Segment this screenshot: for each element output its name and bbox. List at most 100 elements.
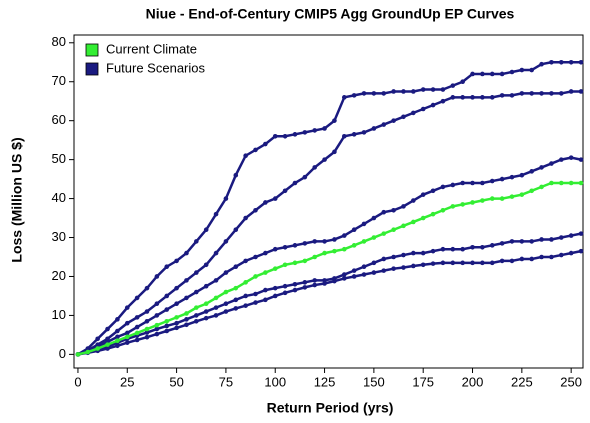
data-point xyxy=(401,223,406,229)
data-point xyxy=(509,174,515,180)
data-point xyxy=(203,315,209,321)
data-point xyxy=(361,130,367,135)
x-tick-label: 150 xyxy=(363,374,385,389)
data-point xyxy=(253,274,258,279)
data-point xyxy=(213,211,219,217)
data-point xyxy=(203,283,209,289)
data-point xyxy=(450,83,456,88)
data-point xyxy=(519,172,525,178)
data-point xyxy=(124,320,130,326)
data-point xyxy=(489,196,495,201)
data-point xyxy=(430,211,436,217)
data-point xyxy=(499,71,505,77)
series-line xyxy=(77,156,582,356)
data-point xyxy=(480,180,485,186)
data-point xyxy=(489,178,495,184)
data-point xyxy=(302,258,308,264)
x-tick-label: 50 xyxy=(169,374,183,389)
data-point xyxy=(470,200,475,205)
series-line xyxy=(77,181,582,356)
data-point xyxy=(282,283,288,289)
series-line xyxy=(77,249,582,356)
data-point xyxy=(420,192,426,197)
data-point xyxy=(539,61,544,67)
data-point xyxy=(440,87,446,92)
data-point xyxy=(233,227,239,233)
data-point xyxy=(144,309,150,314)
y-tick-label: 20 xyxy=(52,268,66,283)
data-point xyxy=(341,272,347,277)
data-point xyxy=(371,270,377,275)
data-point xyxy=(292,287,298,293)
data-point xyxy=(154,322,160,328)
data-point xyxy=(154,331,160,337)
data-point xyxy=(450,204,456,209)
data-point xyxy=(272,196,278,201)
data-point xyxy=(450,182,456,188)
data-point xyxy=(381,122,387,127)
data-point xyxy=(450,246,456,252)
data-point xyxy=(499,176,505,182)
data-point xyxy=(253,300,258,305)
data-point xyxy=(420,262,426,268)
data-point xyxy=(420,250,426,256)
data-point xyxy=(233,285,239,291)
data-point xyxy=(480,95,485,100)
data-point xyxy=(450,260,456,266)
data-point xyxy=(381,91,387,96)
data-point xyxy=(568,250,574,256)
data-point xyxy=(253,291,258,297)
data-point xyxy=(322,281,327,286)
data-point xyxy=(194,305,199,310)
series-line xyxy=(77,61,582,356)
data-point xyxy=(115,343,120,349)
y-axis-label: Loss (Million US $) xyxy=(9,137,25,262)
data-point xyxy=(529,169,535,174)
data-point xyxy=(302,285,308,290)
data-point xyxy=(391,254,396,260)
data-point xyxy=(430,248,436,254)
data-point xyxy=(470,71,475,77)
data-point xyxy=(134,295,140,301)
data-point xyxy=(194,270,199,275)
y-tick-label: 10 xyxy=(52,307,66,322)
data-point xyxy=(391,207,396,213)
data-point xyxy=(499,241,505,246)
data-point xyxy=(361,272,367,277)
data-point xyxy=(115,334,120,340)
data-point xyxy=(539,184,544,190)
data-point xyxy=(440,98,446,104)
data-point xyxy=(332,118,337,123)
data-point xyxy=(371,126,377,131)
data-point xyxy=(391,118,396,123)
data-point xyxy=(430,87,436,92)
data-point xyxy=(509,93,515,98)
data-point xyxy=(401,265,406,270)
data-point xyxy=(302,241,308,246)
data-point xyxy=(115,338,120,344)
data-point xyxy=(489,71,495,77)
data-point xyxy=(480,198,485,203)
x-tick-label: 200 xyxy=(462,374,484,389)
data-point xyxy=(282,188,288,194)
data-point xyxy=(411,250,416,256)
data-point xyxy=(440,260,446,266)
y-tick-label: 80 xyxy=(52,34,66,49)
data-point xyxy=(460,180,465,186)
x-axis-label: Return Period (yrs) xyxy=(267,400,394,416)
data-point xyxy=(558,180,564,186)
data-point xyxy=(568,59,574,65)
data-point xyxy=(95,336,100,342)
data-point xyxy=(411,89,416,94)
data-point xyxy=(124,340,130,345)
data-point xyxy=(558,91,564,96)
data-point xyxy=(253,147,258,153)
x-tick-label: 100 xyxy=(264,374,286,389)
y-tick-label: 50 xyxy=(52,151,66,166)
data-point xyxy=(351,243,357,248)
data-point xyxy=(341,133,347,139)
data-point xyxy=(134,337,140,343)
data-point xyxy=(480,260,485,266)
data-point xyxy=(470,180,475,186)
data-point xyxy=(460,95,465,100)
